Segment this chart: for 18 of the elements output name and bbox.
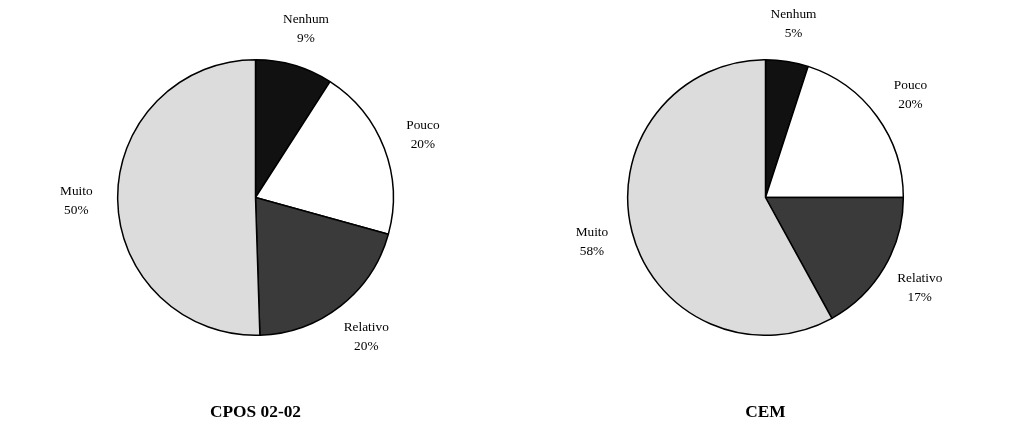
slice-label: Relativo: [343, 319, 390, 335]
data-label: 9%: [297, 30, 315, 46]
data-label: 5%: [784, 25, 803, 41]
slice-label: Muito: [575, 224, 609, 240]
slice-label: Muito: [60, 183, 93, 199]
data-label: 17%: [907, 289, 932, 305]
slice-label: Pouco: [893, 76, 928, 92]
data-label: 20%: [410, 136, 436, 152]
data-label: 50%: [64, 202, 89, 218]
data-label: 20%: [898, 95, 923, 111]
slice-label: Relativo: [897, 270, 943, 286]
text: CPOS 02-02: [210, 401, 301, 421]
slice-label: Pouco: [406, 117, 440, 133]
text: CEM: [745, 401, 786, 421]
data-label: 58%: [579, 243, 605, 259]
data-label: 20%: [354, 338, 379, 354]
slice-label: Nenhum: [770, 6, 818, 22]
slice-label: Nenhum: [283, 11, 330, 27]
